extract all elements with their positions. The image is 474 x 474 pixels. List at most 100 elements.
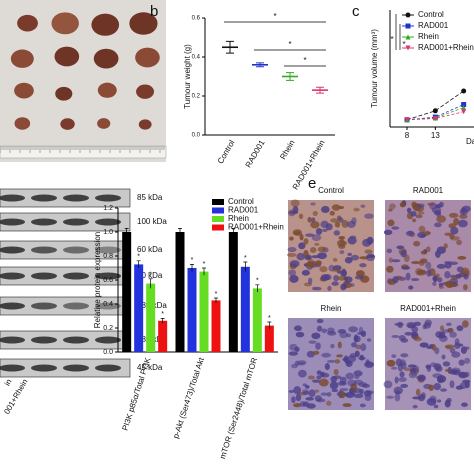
cell: [460, 346, 467, 354]
cell: [411, 326, 419, 333]
cell: [451, 351, 461, 358]
cell: [340, 269, 348, 277]
blot-band: [63, 194, 89, 202]
cell: [305, 233, 315, 237]
cell: [448, 261, 459, 266]
blot-band: [0, 194, 25, 202]
ihc-label: Control: [318, 186, 344, 195]
cell: [294, 325, 302, 332]
cell: [401, 362, 407, 369]
cell: [287, 209, 296, 217]
cell: [438, 331, 446, 337]
cell: [434, 250, 441, 258]
tumour: [129, 12, 158, 35]
kda-label: 60 kDa: [137, 245, 163, 254]
cell: [326, 400, 332, 406]
cell: [359, 354, 365, 361]
blot-band: [63, 302, 89, 310]
bar: [175, 232, 185, 352]
cell: [394, 322, 404, 327]
legend-swatch: [212, 224, 224, 231]
cell: [317, 246, 327, 253]
legend-label: Rhein: [228, 214, 249, 223]
legend-label: RAD001+Rhein: [228, 223, 284, 232]
cell: [330, 218, 339, 223]
cell: [288, 389, 295, 393]
error-bar: [286, 72, 294, 81]
cell: [308, 340, 317, 344]
cell: [433, 363, 442, 371]
significance-star: *: [215, 291, 218, 298]
legend-label: Rhein: [418, 32, 439, 41]
cell: [334, 359, 341, 364]
tumour: [136, 84, 155, 99]
cell: [426, 365, 432, 372]
cell: [311, 234, 322, 242]
error-bar: [148, 278, 153, 289]
cell: [305, 396, 314, 401]
error-bar: [160, 318, 165, 324]
cell: [287, 247, 297, 253]
cell: [312, 210, 318, 217]
cell: [310, 247, 317, 254]
y-tick-label: 0.0: [103, 349, 113, 356]
cell: [298, 213, 304, 220]
tumour: [17, 14, 38, 32]
cell: [302, 383, 307, 387]
cell: [311, 255, 320, 259]
cell: [459, 214, 468, 219]
cell: [449, 380, 455, 389]
cell: [310, 221, 320, 229]
cell: [449, 331, 457, 338]
cell: [325, 223, 333, 231]
x-tick-label: 8: [405, 131, 410, 140]
cell: [425, 261, 432, 270]
cell: [453, 217, 460, 226]
y-tick-label: 0.2: [103, 325, 113, 332]
cell: [339, 236, 345, 245]
cell: [431, 206, 442, 214]
legend-swatch: [212, 216, 224, 222]
significance-star: *: [203, 261, 206, 268]
cell: [437, 376, 444, 384]
cell: [412, 404, 418, 409]
cell: [316, 318, 324, 324]
cell: [286, 253, 297, 258]
cell: [442, 329, 450, 333]
cell: [408, 285, 414, 290]
cell: [411, 333, 418, 339]
ihc-label: Rhein: [321, 304, 342, 313]
cell: [391, 259, 401, 263]
cell: [437, 335, 447, 339]
cell: [340, 283, 347, 291]
cell: [327, 285, 332, 292]
legend-label: RAD001: [418, 21, 449, 30]
tumour: [93, 48, 119, 69]
cell: [358, 382, 368, 387]
cell: [339, 387, 349, 392]
cell: [400, 383, 409, 388]
cell: [342, 357, 349, 362]
cell: [314, 286, 322, 291]
cell: [456, 325, 464, 332]
bar: [146, 283, 156, 352]
x-axis-title: Days: [466, 137, 474, 146]
error-bar: [214, 297, 218, 303]
cell: [461, 267, 470, 276]
cell: [445, 280, 455, 289]
cell: [320, 274, 330, 281]
cell: [320, 371, 325, 377]
cell: [346, 220, 356, 228]
tumour: [14, 117, 31, 130]
blot-band: [0, 272, 25, 280]
cell: [425, 231, 431, 235]
blot-band: [0, 364, 25, 372]
bar: [264, 325, 274, 352]
error-bar: [136, 260, 141, 268]
blot-band: [95, 364, 121, 372]
cell: [400, 338, 409, 343]
y-tick-label: 0.4: [192, 55, 201, 61]
cell: [355, 344, 362, 350]
cell: [415, 388, 421, 396]
cell: [341, 219, 349, 228]
